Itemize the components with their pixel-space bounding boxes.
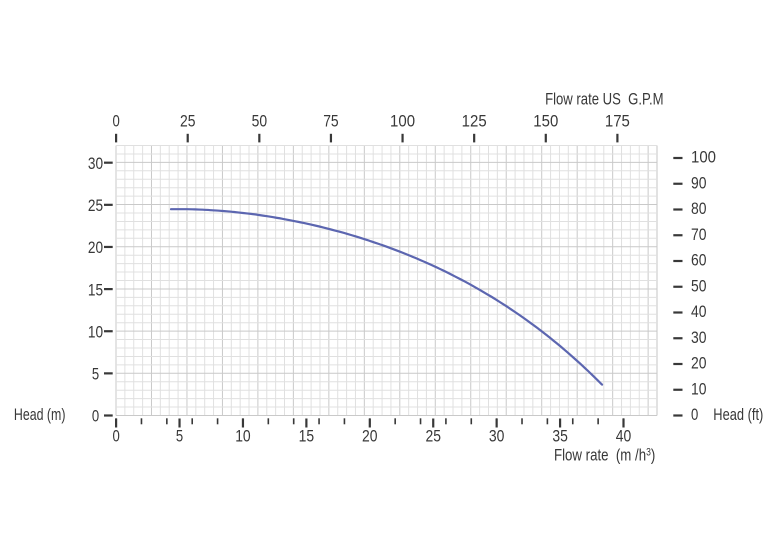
svg-text:25: 25	[180, 112, 196, 131]
svg-text:30: 30	[88, 154, 103, 173]
svg-text:Head (ft): Head (ft)	[713, 405, 763, 424]
svg-text:5: 5	[92, 365, 99, 384]
svg-text:0: 0	[92, 407, 99, 426]
svg-text:15: 15	[299, 426, 315, 445]
svg-text:10: 10	[88, 322, 103, 341]
svg-text:90: 90	[691, 173, 707, 192]
svg-text:125: 125	[462, 112, 487, 131]
svg-text:175: 175	[605, 112, 630, 131]
svg-text:60: 60	[691, 251, 707, 270]
svg-text:20: 20	[362, 426, 378, 445]
svg-text:35: 35	[552, 426, 568, 445]
svg-text:40: 40	[691, 302, 707, 321]
svg-text:70: 70	[691, 225, 707, 244]
svg-text:20: 20	[691, 354, 707, 373]
svg-text:10: 10	[235, 426, 251, 445]
svg-text:150: 150	[533, 112, 558, 131]
svg-text:20: 20	[88, 238, 103, 257]
svg-text:100: 100	[691, 148, 716, 167]
svg-text:Flow rate US G.P.M: Flow rate US G.P.M	[545, 90, 664, 109]
svg-text:Flow rate (m /h3): Flow rate (m /h3)	[554, 446, 655, 465]
svg-text:0: 0	[691, 405, 698, 424]
svg-text:10: 10	[691, 379, 707, 398]
svg-text:100: 100	[390, 112, 415, 131]
svg-text:0: 0	[112, 426, 119, 445]
svg-text:5: 5	[176, 426, 183, 445]
svg-text:30: 30	[489, 426, 505, 445]
svg-text:40: 40	[616, 426, 632, 445]
svg-text:50: 50	[252, 112, 268, 131]
svg-text:80: 80	[691, 199, 707, 218]
svg-text:15: 15	[88, 280, 103, 299]
svg-text:25: 25	[88, 196, 103, 215]
svg-text:25: 25	[425, 426, 441, 445]
svg-text:30: 30	[691, 328, 707, 347]
svg-text:Head (m): Head (m)	[14, 405, 66, 424]
svg-text:75: 75	[323, 112, 339, 131]
svg-text:0: 0	[112, 112, 119, 131]
svg-text:50: 50	[691, 276, 707, 295]
